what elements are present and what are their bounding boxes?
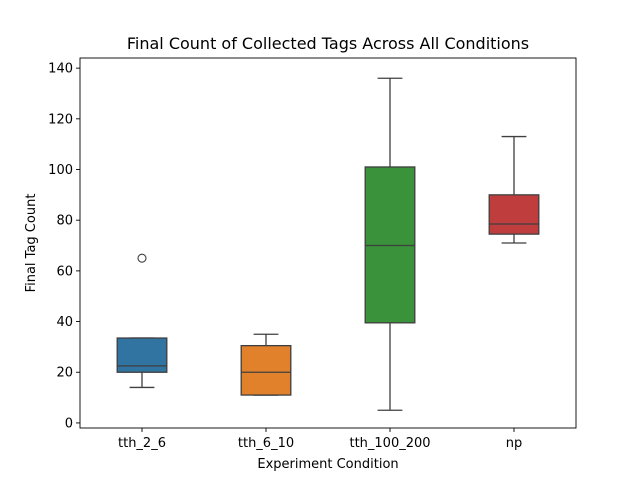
box-group-tth_100_200	[364, 77, 416, 411]
chart-title: Final Count of Collected Tags Across All…	[127, 34, 529, 53]
box-np	[488, 194, 540, 235]
y-axis-label: Final Tag Count	[24, 194, 39, 293]
box-tth_2_6	[116, 337, 168, 373]
x-tick-label: tth_100_200	[349, 436, 430, 451]
y-tick-label: 140	[48, 62, 73, 77]
box-group-np	[488, 135, 540, 244]
y-tick-label: 40	[56, 315, 73, 330]
chart-marks	[116, 77, 540, 411]
y-tick-label: 100	[48, 163, 73, 178]
box-group-tth_2_6	[116, 253, 168, 389]
y-tick-label: 0	[65, 416, 73, 431]
x-tick-label: tth_2_6	[118, 436, 166, 451]
x-tick-label: np	[506, 436, 523, 451]
y-tick-label: 80	[56, 214, 73, 229]
box-group-tth_6_10	[240, 333, 292, 396]
x-axis-label: Experiment Condition	[257, 457, 398, 472]
x-tick-label: tth_6_10	[238, 436, 294, 451]
outlier-point	[137, 253, 147, 263]
box-tth_6_10	[240, 344, 292, 396]
y-tick-label: 60	[56, 264, 73, 279]
y-tick-label: 20	[56, 366, 73, 381]
chart-axes: 0 20 40 60 80 100 120 140 tth_2_6 tth_6_10 tth_100…	[48, 57, 577, 451]
y-tick-label: 120	[48, 112, 73, 127]
plot-frame	[79, 57, 577, 429]
